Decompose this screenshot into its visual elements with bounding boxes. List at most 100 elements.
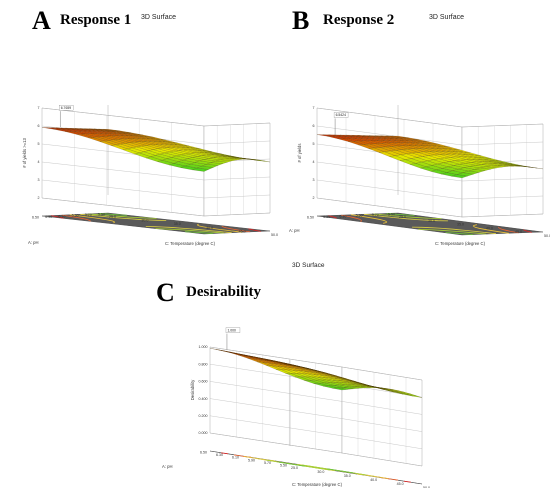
surface-patch bbox=[526, 166, 544, 170]
z-tick-label: 7 bbox=[38, 106, 40, 110]
contour-line bbox=[327, 468, 354, 474]
contour-line bbox=[98, 213, 127, 216]
flag-label: 6.7659 bbox=[61, 106, 71, 110]
z-tick-label: 1.000 bbox=[199, 345, 208, 349]
surface-patch bbox=[406, 394, 423, 398]
panel-response-1: A Response 1 3D Surface 6.7659 2 3 4 5 6 7 # of… bbox=[0, 0, 278, 262]
contour-line bbox=[341, 214, 362, 223]
y-axis-label: A: pH bbox=[28, 240, 38, 245]
contour-line bbox=[386, 213, 415, 216]
contour-line bbox=[248, 228, 261, 232]
surface bbox=[209, 348, 423, 398]
contour-line bbox=[155, 228, 224, 234]
x-axis-label: C: Temperature (degree C) bbox=[165, 241, 216, 246]
x-tick-label: 45.0 bbox=[515, 230, 522, 234]
y-tick-label: 5.90 bbox=[356, 214, 363, 218]
x-tick-label: 50.0 bbox=[423, 486, 430, 488]
y-tick-label: 6.10 bbox=[339, 214, 346, 218]
contour-floor bbox=[316, 212, 544, 236]
contour-line bbox=[523, 229, 532, 233]
contour-line bbox=[278, 461, 305, 467]
x-tick-label: 35.0 bbox=[174, 222, 181, 226]
z-tick-label: 0.400 bbox=[199, 397, 208, 401]
x-tick-label: 25.0 bbox=[399, 215, 406, 219]
surface-patch bbox=[253, 159, 271, 163]
x-tick-label: 25.0 bbox=[291, 466, 298, 470]
contour-line bbox=[145, 226, 232, 234]
z-axis-label: # of yields >=13 bbox=[22, 138, 27, 168]
contour-line bbox=[51, 215, 64, 219]
flag-label: 6.5424 bbox=[336, 113, 346, 117]
panel-letter: A bbox=[32, 6, 51, 35]
grid-line bbox=[41, 197, 271, 217]
contour-line bbox=[445, 232, 474, 235]
x-tick-label: 30.0 bbox=[317, 470, 324, 474]
z-tick-label: 5 bbox=[313, 142, 315, 146]
z-tick-label: 5 bbox=[38, 142, 40, 146]
y-tick-label: 6.50 bbox=[32, 216, 39, 220]
grid-line bbox=[209, 398, 423, 432]
z-tick-label: 0.000 bbox=[199, 431, 208, 435]
z-tick-label: 2 bbox=[313, 196, 315, 200]
middle-subtitle: 3D Surface bbox=[292, 262, 325, 269]
z-tick-label: 6 bbox=[38, 124, 40, 128]
x-tick-label: 40.0 bbox=[370, 478, 377, 482]
y-tick-label: 5.50 bbox=[280, 464, 287, 468]
contour-line bbox=[328, 215, 337, 219]
x-tick-label: 50.0 bbox=[544, 234, 550, 238]
y-tick-label: 5.90 bbox=[248, 458, 255, 462]
y-tick-label: 6.10 bbox=[232, 456, 239, 460]
grid-line bbox=[209, 381, 423, 415]
contour-line bbox=[185, 231, 214, 234]
x-tick-label: 35.0 bbox=[457, 223, 464, 227]
flag-box bbox=[333, 112, 349, 118]
z-tick-label: 3 bbox=[38, 178, 40, 182]
grid-line bbox=[316, 179, 544, 200]
z-axis-label: Desirability bbox=[190, 379, 195, 400]
plot-box bbox=[209, 346, 423, 467]
x-axis-label: C: Temperature (degree C) bbox=[292, 482, 343, 487]
contour-line bbox=[196, 223, 243, 233]
surface-plot: 6.7659 2 3 4 5 6 7 # of yields >=13 25.0 30.0 35.0… bbox=[22, 105, 278, 246]
panel-subtitle: 3D Surface bbox=[141, 14, 177, 21]
panel-title: Response 2 bbox=[323, 12, 395, 28]
panel-letter: B bbox=[292, 6, 310, 35]
z-tick-label: 0.800 bbox=[199, 362, 208, 366]
grid-line bbox=[316, 107, 544, 128]
contour-floor bbox=[209, 450, 423, 485]
grid-line bbox=[209, 432, 423, 467]
y-tick-label: 6.50 bbox=[307, 216, 314, 220]
z-tick-label: 7 bbox=[313, 106, 315, 110]
z-tick-label: 0.600 bbox=[199, 380, 208, 384]
z-axis-label: # of yields bbox=[297, 144, 302, 163]
contour-line bbox=[221, 452, 229, 455]
y-tick-label: 5.70 bbox=[85, 213, 92, 217]
z-tick-label: 3 bbox=[313, 178, 315, 182]
contour-line bbox=[221, 225, 251, 233]
contour-line bbox=[418, 228, 487, 235]
y-tick-label: 5.50 bbox=[98, 213, 105, 217]
x-tick-label: 25.0 bbox=[109, 215, 116, 219]
flag-label: 1.000 bbox=[227, 328, 236, 332]
y-tick-label: 6.50 bbox=[200, 451, 207, 455]
x-tick-label: 35.0 bbox=[344, 474, 351, 478]
back-wall bbox=[203, 122, 271, 217]
flag-box bbox=[225, 327, 241, 333]
grid-line bbox=[41, 107, 271, 127]
contour-line bbox=[498, 226, 519, 234]
contour-line bbox=[61, 214, 91, 222]
z-tick-label: 0.200 bbox=[199, 414, 208, 418]
z-tick-label: 4 bbox=[313, 160, 315, 164]
z-tick-label: 6 bbox=[313, 124, 315, 128]
y-tick-label: 6.10 bbox=[58, 214, 65, 218]
flag-box bbox=[59, 105, 74, 111]
contour-line bbox=[80, 213, 167, 221]
y-tick-label: 5.50 bbox=[388, 213, 395, 217]
floor-plane bbox=[316, 212, 544, 236]
grid-line bbox=[316, 125, 544, 146]
panel-title: Response 1 bbox=[60, 12, 132, 28]
grid-line bbox=[41, 179, 271, 199]
contour-line bbox=[69, 214, 116, 224]
panel-response-2: B Response 2 3D Surface 6.5424 2 3 4 5 6 7 # of… bbox=[275, 0, 550, 262]
surface-plot: 6.5424 2 3 4 5 6 7 # of yields 25.0 30.0 35.0 40.0 4… bbox=[289, 105, 550, 246]
